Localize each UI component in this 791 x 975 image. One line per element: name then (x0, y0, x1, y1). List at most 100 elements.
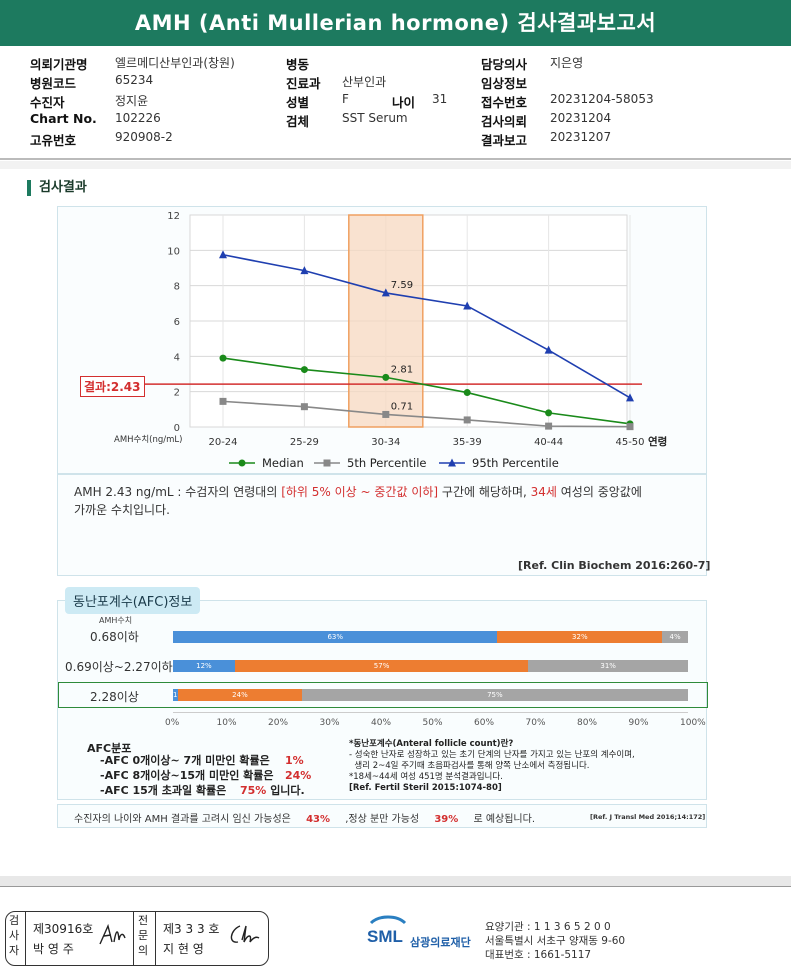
examiner-name: 박 영 주 (33, 942, 74, 956)
examiner-title: 검사자 (8, 914, 20, 957)
data-point (382, 373, 390, 381)
specialist-title: 전문의 (137, 914, 149, 957)
afc-bar-segment: 31% (528, 660, 688, 672)
footer-divider (0, 886, 791, 887)
specialist-no: 제3 3 3 호 (163, 922, 220, 936)
legend-marker (238, 459, 246, 467)
afc-row-label: 0.68이하 (90, 630, 139, 644)
x-tick-label: 25-29 (290, 437, 319, 448)
info-row: 접수번호 20231204-58053 (481, 92, 654, 110)
signature-divider (133, 912, 134, 965)
afc-axis-tick: 40% (371, 718, 392, 728)
data-point (219, 397, 227, 405)
signature-divider (25, 912, 26, 965)
y-tick-label: 10 (167, 246, 180, 257)
afc-axis-tick: 20% (268, 718, 289, 728)
afc-dist-line: -AFC 15개 초과일 확률은 75% 입니다. (100, 784, 305, 797)
afc-dist-title: AFC분포 (87, 742, 132, 755)
info-row: 임상정보 (481, 76, 528, 91)
afc-title: 동난포계수(AFC)정보 (65, 587, 201, 614)
afc-dist-list: -AFC 0개이상~ 7개 미만인 확률은 1% -AFC 8개이상~15개 미만… (100, 753, 311, 798)
signature-box (5, 911, 269, 966)
x-tick-label: 30-34 (371, 437, 400, 448)
info-row: 담당의사 지은영 (481, 56, 584, 72)
header-shadow (0, 161, 791, 169)
series-line (222, 357, 631, 425)
afc-dist-line: -AFC 8개이상~15개 미만인 확률은 24% (100, 769, 312, 782)
x-axis-suffix: 연령 (648, 435, 667, 448)
phone: 대표번호 : 1661-5117 (485, 949, 592, 961)
header-divider (0, 158, 791, 160)
data-point (626, 393, 634, 402)
afc-note: *동난포계수(Anteral follicle count)란? - 성숙한 난… (349, 739, 635, 793)
institution-code: 요양기관 : 1 1 3 6 5 2 0 0 (485, 921, 611, 933)
report-title: AMH (Anti Mullerian hormone) 검사결과보고서 (0, 0, 791, 46)
reference-1: [Ref. Clin Biochem 2016:260-7] (518, 559, 711, 572)
afc-bar: 12% 57% 31% (173, 660, 688, 672)
data-point (545, 422, 553, 430)
info-row: 고유번호 920908-2 (30, 130, 173, 148)
data-point (300, 366, 308, 374)
reference-3: [Ref. J Transl Med 2016;14:172] (590, 813, 706, 821)
afc-bar-segment: 4% (662, 631, 688, 643)
x-tick-label: 40-44 (534, 437, 563, 448)
afc-amh-header: AMH수치 (99, 616, 133, 625)
afc-bar-segment: 57% (234, 660, 529, 672)
legend-label: 95th Percentile (472, 456, 559, 470)
data-point (219, 250, 227, 259)
address: 서울특별시 서초구 양재동 9-60 (485, 935, 626, 947)
data-point (544, 345, 553, 354)
footer-band (0, 876, 791, 886)
data-point (219, 354, 227, 362)
signature-divider (155, 912, 156, 965)
data-point (300, 403, 308, 411)
info-row: 검사의뢰 20231204 (481, 111, 612, 129)
info-row: 의뢰기관명 엘르메디산부인과(창원) (30, 56, 235, 72)
afc-highlight-box (58, 682, 708, 708)
afc-bar-segment: 12% (173, 660, 235, 672)
y-axis-label: AMH수치(ng/mL) (114, 435, 182, 445)
y-tick-label: 6 (174, 317, 180, 328)
afc-axis-tick: 0% (165, 718, 180, 728)
info-row: 성별 F 나이 31 (286, 92, 448, 110)
info-row: 수진자 정지윤 (30, 94, 149, 110)
legend-label: Median (262, 456, 304, 470)
series-line (222, 253, 631, 399)
afc-bar: 63% 32% 4% (173, 631, 688, 643)
afc-row-label: 0.69이상~2.27이하 (65, 660, 173, 674)
data-point (382, 410, 390, 418)
data-point (545, 409, 553, 417)
data-point (463, 389, 471, 397)
afc-axis-line (173, 712, 688, 713)
highlight-age-band (348, 214, 424, 428)
section-title: 검사결과 (27, 180, 87, 196)
afc-axis-tick: 60% (474, 718, 495, 728)
afc-axis-tick: 80% (577, 718, 598, 728)
afc-bar: 1%24%75% (173, 689, 688, 701)
series-line (222, 400, 631, 428)
pregnancy-panel (57, 804, 707, 828)
pregnancy-text: 수진자의 나이와 AMH 결과를 고려시 임신 가능성은 43% ,정상 분만 … (74, 814, 535, 825)
y-tick-label: 0 (174, 423, 180, 434)
x-tick-label: 35-39 (453, 437, 482, 448)
data-point (300, 266, 309, 275)
afc-axis-ticks: 0% 10% 20% 30% 40% 50% 60% 70% 80% 90% 100% (0, 718, 791, 730)
info-row: Chart No. 102226 (30, 111, 161, 126)
y-tick-label: 4 (174, 352, 180, 363)
afc-axis-tick: 100% (680, 718, 706, 728)
info-row: 병원코드 65234 (30, 73, 154, 91)
data-point (463, 416, 471, 424)
specialist-signature (230, 925, 260, 943)
afc-bar-segment: 75% (301, 689, 688, 701)
data-point (463, 301, 472, 310)
y-tick-label: 2 (174, 388, 180, 399)
afc-axis-tick: 30% (319, 718, 340, 728)
info-row: 결과보고 20231207 (481, 130, 612, 148)
data-label: 7.59 (391, 280, 413, 291)
examiner-signature (99, 923, 126, 945)
interpretation-text: AMH 2.43 ng/mL : 수검자의 연령대의 [하위 5% 이상 ~ 중… (74, 485, 642, 517)
interpretation-panel (57, 474, 707, 576)
amh-age-chart: 0 2 4 6 8 10 12 7.59 2.81 0.71 20-24 25-29 30-34 35-3… (114, 211, 667, 470)
x-tick-label: 45-50 (615, 437, 644, 448)
legend-label: 5th Percentile (347, 456, 427, 470)
